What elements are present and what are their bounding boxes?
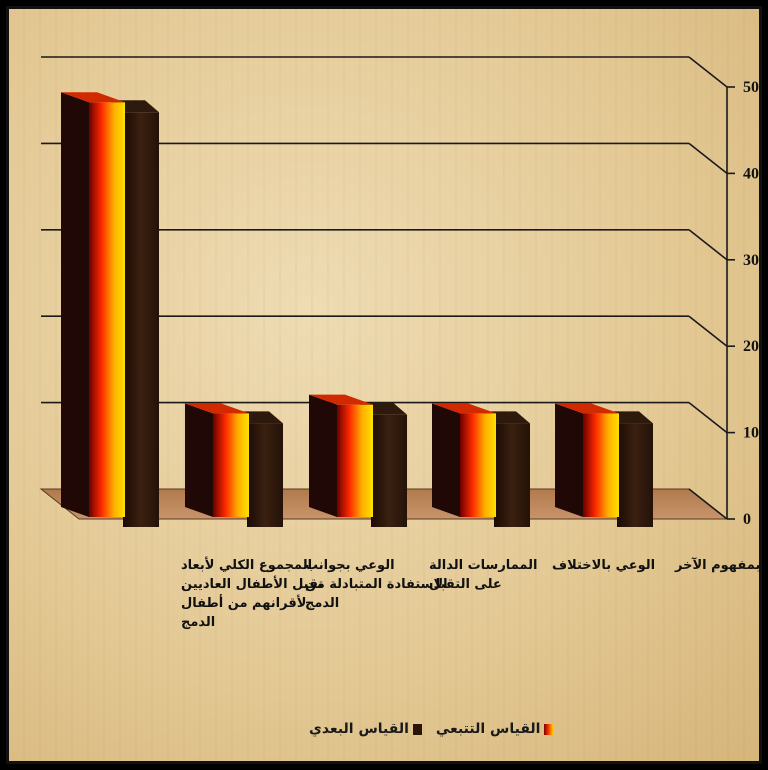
- bar-follow-up-top: [61, 92, 125, 103]
- y-tick-label: 0: [743, 511, 751, 528]
- bar-follow-up-side: [555, 403, 583, 517]
- bar-follow-up: [460, 413, 496, 517]
- y-tick-label: 50: [743, 79, 759, 96]
- bar-follow-up-side: [309, 394, 337, 517]
- bar-post: [617, 423, 653, 527]
- bar-post: [123, 112, 159, 527]
- x-category-label: الوعي بجوانب الاستفادة المتبادلة من الدمج: [305, 558, 448, 611]
- gridline-depth: [688, 229, 728, 261]
- bar-follow-up-side: [185, 403, 213, 517]
- legend-label-post: القياس البعدي: [309, 721, 409, 737]
- bar-follow-up-top: [555, 403, 619, 414]
- chart-canvas: 0 10 20 30 40 50 المجموع الكلي لأبعاد تقبل الأ…: [39, 56, 765, 630]
- gridline-depth: [688, 315, 728, 347]
- bar-post: [247, 423, 283, 527]
- y-tick-label: 30: [743, 252, 759, 269]
- legend-item-follow-up: القياس التتبعي: [436, 721, 554, 737]
- gridline-depth: [688, 142, 728, 175]
- y-tick-label: 10: [743, 425, 759, 442]
- y-tick-label: 20: [743, 338, 759, 355]
- bar-follow-up-side: [432, 403, 460, 517]
- bar-follow-up-top: [185, 403, 249, 414]
- bar-follow-up-top: [432, 403, 496, 414]
- bar-follow-up: [337, 404, 373, 517]
- x-category-label: المجموع الكلي لأبعاد تقبل الأطفال العاديي…: [181, 556, 323, 630]
- bar-post: [494, 423, 530, 527]
- x-category-label: الوعي بمفهوم الآخر: [674, 557, 765, 573]
- bar-follow-up: [89, 102, 125, 517]
- legend-label-follow-up: القياس التتبعي: [435, 721, 541, 737]
- gridline-depth: [688, 56, 728, 88]
- y-tick-label: 40: [743, 165, 759, 182]
- legend-item-post: القياس البعدي: [309, 721, 422, 737]
- chart-frame: 0 10 20 30 40 50 المجموع الكلي لأبعاد تقبل الأ…: [6, 6, 765, 764]
- bar-follow-up-top: [309, 394, 373, 405]
- chart-legend: القياس التتبعي القياس البعدي: [309, 721, 554, 737]
- bar-follow-up-side: [61, 92, 89, 517]
- legend-swatch-follow-up: [544, 723, 554, 735]
- x-category-label: الممارسات الدالة على التقبل: [429, 558, 537, 592]
- gridline-depth: [688, 401, 728, 434]
- gridline-depth: [688, 488, 728, 520]
- bar-follow-up: [583, 413, 619, 517]
- legend-swatch-post: [412, 723, 422, 735]
- x-category-label: الوعي بالاختلاف: [552, 558, 655, 573]
- bar-post: [371, 414, 407, 527]
- bar-follow-up: [213, 413, 249, 517]
